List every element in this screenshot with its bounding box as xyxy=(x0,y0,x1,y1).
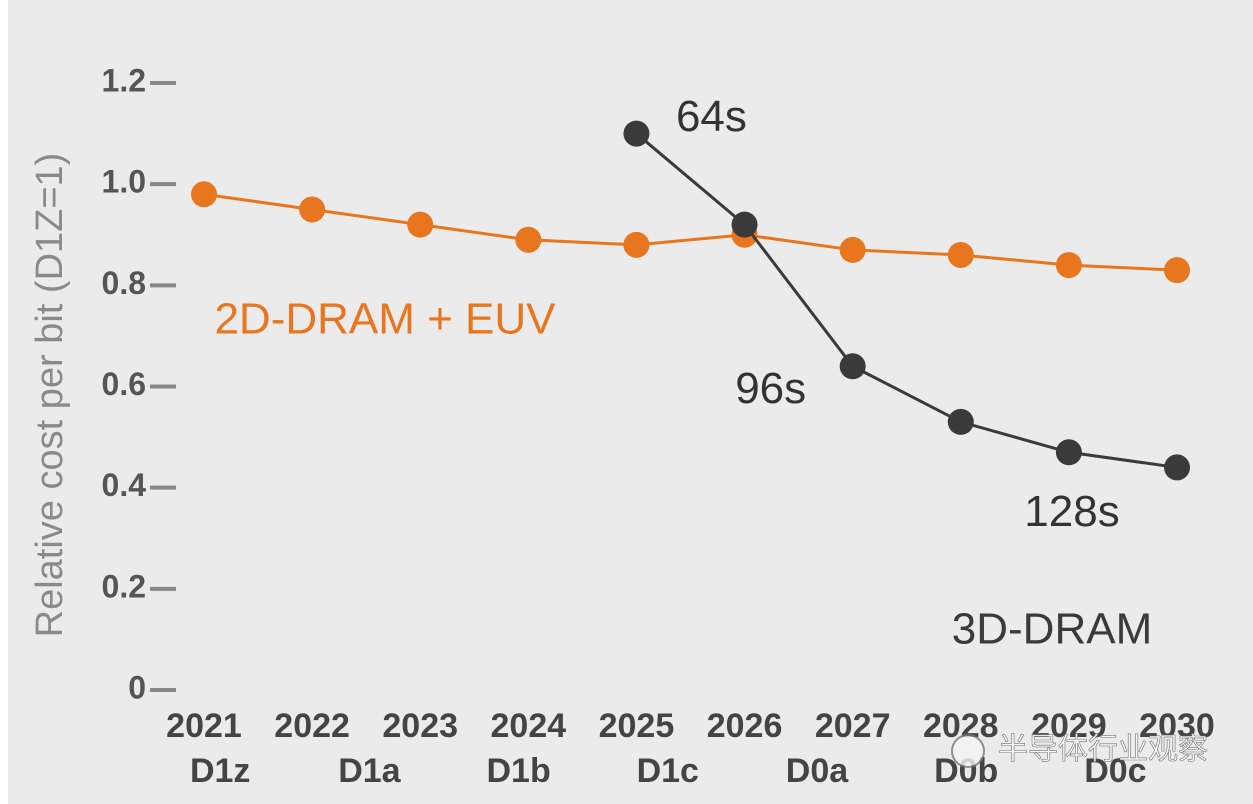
data-point xyxy=(623,231,650,258)
x-tick-sublabel: D1b xyxy=(486,752,550,790)
x-tick-label: 2023 xyxy=(382,707,458,745)
data-point xyxy=(407,211,434,238)
y-tick-label: 0.8 xyxy=(102,265,146,301)
series-line xyxy=(203,192,1178,272)
data-point xyxy=(1055,252,1082,279)
x-tick-label: 2026 xyxy=(707,707,783,745)
series-line xyxy=(635,132,1178,469)
watermark-icon xyxy=(951,734,985,768)
y-tick-label: 0.6 xyxy=(102,366,146,402)
data-point xyxy=(623,120,650,147)
watermark: 半导体行业观察 xyxy=(998,733,1208,766)
x-tick-sublabel: D1z xyxy=(190,752,250,790)
series-label: 2D-DRAM + EUV xyxy=(214,295,556,344)
y-tick-label: 0.4 xyxy=(102,467,147,503)
data-point xyxy=(839,353,866,380)
y-tick-label: 1.0 xyxy=(102,164,146,200)
x-tick-label: 2021 xyxy=(166,707,242,745)
x-tick-label: 2024 xyxy=(491,707,567,745)
y-axis-label: Relative cost per bit (D1Z=1) xyxy=(29,153,71,638)
background xyxy=(8,0,1253,804)
x-tick-label: 2022 xyxy=(274,707,350,745)
data-point xyxy=(947,408,974,435)
annotation: 64s xyxy=(676,92,747,141)
x-tick-sublabel: D1c xyxy=(637,752,699,790)
data-point xyxy=(947,241,974,268)
data-point xyxy=(1164,257,1190,284)
data-point xyxy=(191,181,217,208)
x-tick-label: 2030 xyxy=(1139,707,1215,745)
data-point xyxy=(1164,454,1190,481)
x-tick-label: 2029 xyxy=(1031,707,1107,745)
data-point xyxy=(839,236,866,263)
y-tick-label: 1.2 xyxy=(102,62,146,98)
data-point xyxy=(299,196,326,223)
x-tick-label: 2025 xyxy=(599,707,675,745)
x-tick-label: 2027 xyxy=(815,707,891,745)
x-tick-sublabel: D0c xyxy=(1084,752,1146,790)
series-label: 3D-DRAM xyxy=(952,605,1152,654)
y-tick-label: 0.2 xyxy=(102,568,146,604)
y-tick-label: 0 xyxy=(128,669,146,705)
annotation: 96s xyxy=(735,364,806,413)
annotation: 128s xyxy=(1024,487,1119,536)
data-point xyxy=(1055,439,1082,466)
data-point xyxy=(515,226,542,253)
data-point xyxy=(731,211,758,238)
x-tick-sublabel: D1a xyxy=(338,752,401,790)
x-tick-sublabel: D0a xyxy=(786,752,849,790)
